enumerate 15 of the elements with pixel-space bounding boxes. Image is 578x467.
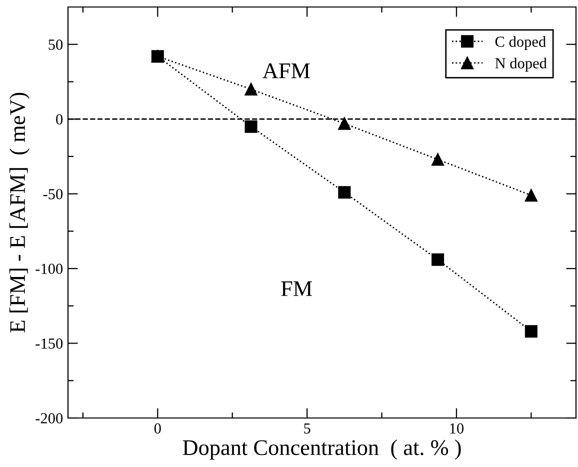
legend-label: C doped bbox=[495, 36, 546, 50]
x-tick-label: 0 bbox=[154, 423, 161, 434]
legend-label: N doped bbox=[495, 58, 547, 72]
annotation: AFM bbox=[262, 63, 310, 78]
annotation: FM bbox=[281, 281, 312, 296]
y-tick-label: -50 bbox=[43, 188, 63, 200]
x-tick-label: 10 bbox=[450, 423, 464, 434]
y-tick-label: 50 bbox=[48, 40, 63, 50]
y-axis-title: E [FM] - E [AFM] ( meV) bbox=[9, 92, 30, 333]
y-tick-label: -100 bbox=[36, 264, 63, 274]
y-tick-label: 0 bbox=[56, 114, 63, 125]
y-tick-label: -150 bbox=[36, 338, 63, 349]
x-tick-label: 5 bbox=[304, 423, 310, 434]
y-tick-label: -200 bbox=[36, 413, 63, 424]
x-axis-title: Dopant Concentration ( at. % ) bbox=[182, 439, 461, 460]
